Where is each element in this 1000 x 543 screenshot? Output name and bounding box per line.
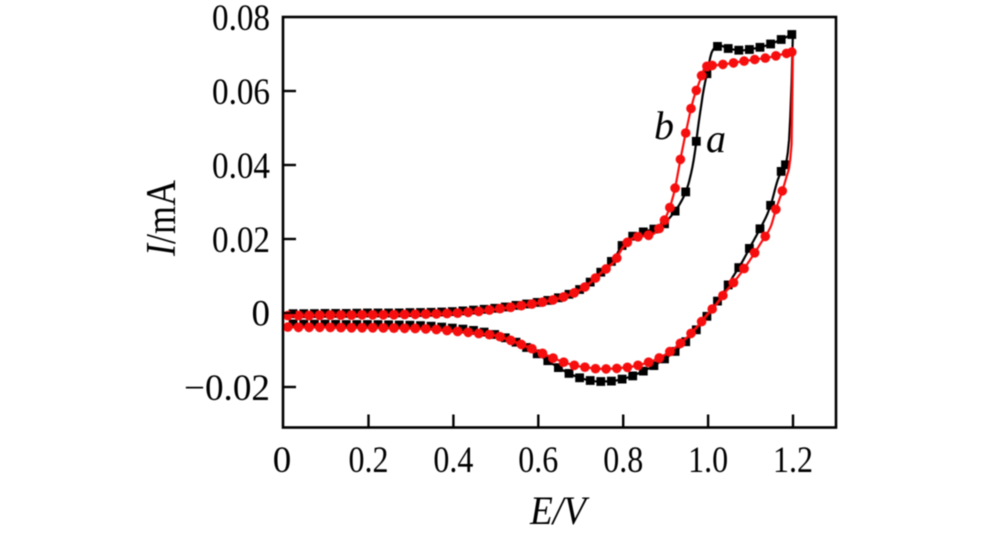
svg-text:0.06: 0.06 [212, 72, 270, 113]
svg-text:0.02: 0.02 [212, 220, 270, 261]
svg-text:0: 0 [252, 294, 271, 335]
svg-text:I/mA: I/mA [139, 179, 185, 256]
svg-text:0.4: 0.4 [433, 440, 473, 481]
svg-text:1.0: 1.0 [688, 440, 728, 481]
svg-text:0.2: 0.2 [349, 440, 389, 481]
svg-text:b: b [654, 103, 674, 148]
svg-text:0.8: 0.8 [603, 440, 643, 481]
svg-text:E/V: E/V [529, 488, 590, 533]
svg-text:1.2: 1.2 [773, 440, 813, 481]
svg-text:0: 0 [273, 440, 292, 481]
svg-text:0.04: 0.04 [212, 146, 270, 187]
svg-text:0.6: 0.6 [518, 440, 558, 481]
svg-text:a: a [706, 116, 726, 161]
svg-text:0.08: 0.08 [212, 0, 270, 39]
svg-text:−0.02: −0.02 [184, 368, 270, 409]
